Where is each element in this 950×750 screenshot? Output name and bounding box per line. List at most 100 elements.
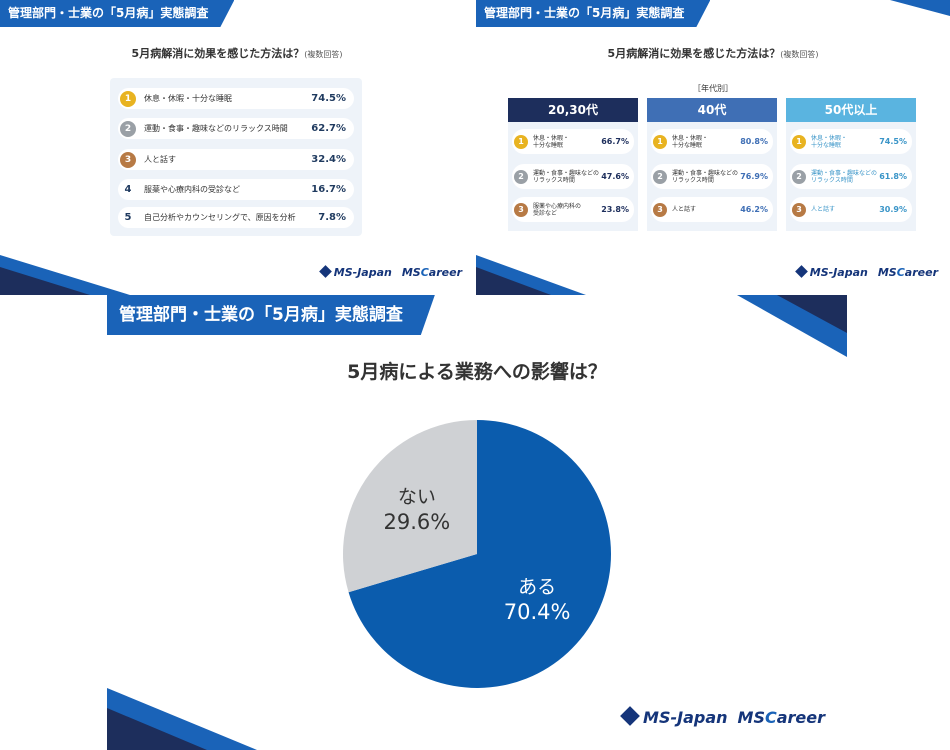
ranking-row: 1 休息・休暇・十分な睡眠 74.5% — [118, 88, 354, 109]
survey-banner: 管理部門・士業の「5月病」実態調査 — [476, 0, 710, 27]
rank-number: 4 — [124, 184, 132, 195]
pie-slice-label: ある — [518, 576, 556, 598]
ms-japan-logo: MS-Japan — [318, 265, 392, 279]
ranking-value: 32.4% — [311, 154, 346, 165]
overall-ranking-panel: 管理部門・士業の「5月病」実態調査 5月病解消に効果を感じた方法は？(複数回答)… — [0, 0, 474, 295]
silver-medal-icon: 2 — [514, 169, 528, 184]
brand-logo: MS-Japan MSCareer — [620, 706, 825, 727]
age-group-heading: 40代 — [647, 98, 777, 122]
age-ranking-row: 2 運動・食事・趣味などの リラックス時間 76.9% — [651, 164, 773, 189]
pie-slice-value: 29.6% — [383, 510, 450, 534]
bronze-medal-icon: 3 — [792, 202, 806, 217]
decorative-stripe — [737, 295, 847, 357]
ranking-row: 5 自己分析やカウンセリングで、原因を分析 7.8% — [118, 207, 354, 228]
ranking-label: 人と話す — [144, 155, 176, 164]
age-ranking-label: 人と話す — [672, 206, 697, 213]
ranking-value: 62.7% — [311, 123, 346, 134]
age-ranking-row: 1 休息・休暇・ 十分な睡眠 80.8% — [651, 129, 773, 154]
age-ranking-value: 76.9% — [740, 172, 768, 181]
age-ranking-value: 61.8% — [879, 172, 907, 181]
question-text: 5月病解消に効果を感じた方法は？ — [131, 47, 305, 60]
age-ranking-row: 3 人と話す 30.9% — [790, 197, 912, 222]
age-ranking-row: 1 休息・休暇・ 十分な睡眠 74.5% — [790, 129, 912, 154]
age-ranking-row: 1 休息・休暇・ 十分な睡眠 66.7% — [512, 129, 634, 154]
age-column-20-30: 20,30代 1 休息・休暇・ 十分な睡眠 66.7% 2 運動・食事・趣味などの… — [508, 98, 638, 231]
gold-medal-icon: 1 — [792, 134, 806, 149]
question-note: (複数回答) — [780, 50, 819, 59]
impact-chart-panel: 管理部門・士業の「5月病」実態調査 5月病による業務への影響は？ ある 70.4%… — [107, 295, 847, 750]
silver-medal-icon: 2 — [792, 169, 806, 184]
age-ranking-label: 運動・食事・趣味などの リラックス時間 — [672, 169, 739, 184]
silver-medal-icon: 2 — [653, 169, 667, 184]
gold-medal-icon: 1 — [120, 90, 136, 107]
age-ranking-panel: 管理部門・士業の「5月病」実態調査 5月病解消に効果を感じた方法は？(複数回答)… — [476, 0, 950, 295]
question-text: 5月病解消に効果を感じた方法は？ — [607, 47, 781, 60]
age-column-50-plus: 50代以上 1 休息・休暇・ 十分な睡眠 74.5% 2 運動・食事・趣味などのリ… — [786, 98, 916, 231]
age-column-40: 40代 1 休息・休暇・ 十分な睡眠 80.8% 2 運動・食事・趣味などの リラッ… — [647, 98, 777, 231]
ranking-card: 1 休息・休暇・十分な睡眠 74.5% 2 運動・食事・趣味などのリラックス時間… — [110, 78, 362, 236]
age-ranking-row: 3 服薬や心療内科の 受診など 23.8% — [512, 197, 634, 222]
age-group-heading: 20,30代 — [508, 98, 638, 122]
bronze-medal-icon: 3 — [653, 202, 667, 217]
survey-banner: 管理部門・士業の「5月病」実態調査 — [0, 0, 234, 27]
age-caption: ［年代別］ — [693, 84, 733, 93]
ms-career-logo: MSCareer — [877, 266, 938, 279]
ranking-value: 7.8% — [318, 212, 346, 223]
age-ranking-row: 2 運動・食事・趣味などの リラックス時間 61.8% — [790, 164, 912, 189]
ranking-row: 2 運動・食事・趣味などのリラックス時間 62.7% — [118, 118, 354, 139]
ranking-value: 74.5% — [311, 93, 346, 104]
ms-japan-diamond-icon — [318, 265, 332, 278]
age-ranking-value: 80.8% — [740, 137, 768, 146]
chart-title: 5月病による業務への影響は？ — [347, 361, 607, 383]
question-note: (複数回答) — [304, 50, 343, 59]
ms-career-logo: MSCareer — [737, 708, 825, 727]
question-title: 5月病解消に効果を感じた方法は？(複数回答) — [476, 45, 950, 61]
rank-number: 5 — [124, 212, 132, 223]
decorative-stripe — [890, 0, 950, 16]
ms-japan-logo: MS-Japan — [794, 265, 868, 279]
pie-slice — [343, 420, 477, 593]
ms-japan-diamond-icon — [620, 706, 640, 726]
decorative-stripe — [0, 255, 130, 295]
bronze-medal-icon: 3 — [120, 151, 136, 168]
age-ranking-label: 休息・休暇・ 十分な睡眠 — [811, 134, 848, 149]
brand-logo: MS-Japan MSCareer — [318, 265, 462, 279]
age-ranking-label: 運動・食事・趣味などの リラックス時間 — [533, 169, 600, 184]
age-ranking-label: 人と話す — [811, 206, 836, 213]
ranking-value: 16.7% — [311, 184, 346, 195]
decorative-stripe — [107, 688, 257, 750]
ranking-label: 服薬や心療内科の受診など — [144, 185, 240, 194]
pie-slice-label: ない — [398, 486, 436, 508]
gold-medal-icon: 1 — [653, 134, 667, 149]
ranking-row: 4 服薬や心療内科の受診など 16.7% — [118, 179, 354, 200]
age-ranking-label: 休息・休暇・ 十分な睡眠 — [533, 134, 570, 149]
survey-banner: 管理部門・士業の「5月病」実態調査 — [107, 295, 435, 335]
ranking-label: 自己分析やカウンセリングで、原因を分析 — [144, 213, 296, 222]
decorative-stripe — [476, 255, 586, 295]
ranking-label: 休息・休暇・十分な睡眠 — [144, 94, 232, 103]
pie-slice — [348, 420, 611, 688]
ms-japan-diamond-icon — [794, 265, 808, 278]
age-ranking-value: 66.7% — [601, 137, 629, 146]
age-ranking-value: 30.9% — [879, 205, 907, 214]
brand-logo: MS-Japan MSCareer — [794, 265, 938, 279]
age-ranking-label: 服薬や心療内科の 受診など — [533, 202, 582, 217]
ranking-row: 3 人と話す 32.4% — [118, 149, 354, 170]
age-ranking-row: 2 運動・食事・趣味などの リラックス時間 47.6% — [512, 164, 634, 189]
age-ranking-label: 休息・休暇・ 十分な睡眠 — [672, 134, 709, 149]
ms-japan-logo: MS-Japan — [620, 706, 728, 727]
age-ranking-value: 46.2% — [740, 205, 768, 214]
pie-slice-value: 70.4% — [504, 600, 571, 624]
bronze-medal-icon: 3 — [514, 202, 528, 217]
age-group-heading: 50代以上 — [786, 98, 916, 122]
age-ranking-value: 23.8% — [601, 205, 629, 214]
age-ranking-label: 運動・食事・趣味などの リラックス時間 — [811, 169, 878, 184]
gold-medal-icon: 1 — [514, 134, 528, 149]
age-ranking-value: 74.5% — [879, 137, 907, 146]
question-title: 5月病解消に効果を感じた方法は？(複数回答) — [0, 45, 474, 61]
age-ranking-row: 3 人と話す 46.2% — [651, 197, 773, 222]
ranking-label: 運動・食事・趣味などのリラックス時間 — [144, 124, 288, 133]
ms-career-logo: MSCareer — [401, 266, 462, 279]
silver-medal-icon: 2 — [120, 120, 136, 137]
